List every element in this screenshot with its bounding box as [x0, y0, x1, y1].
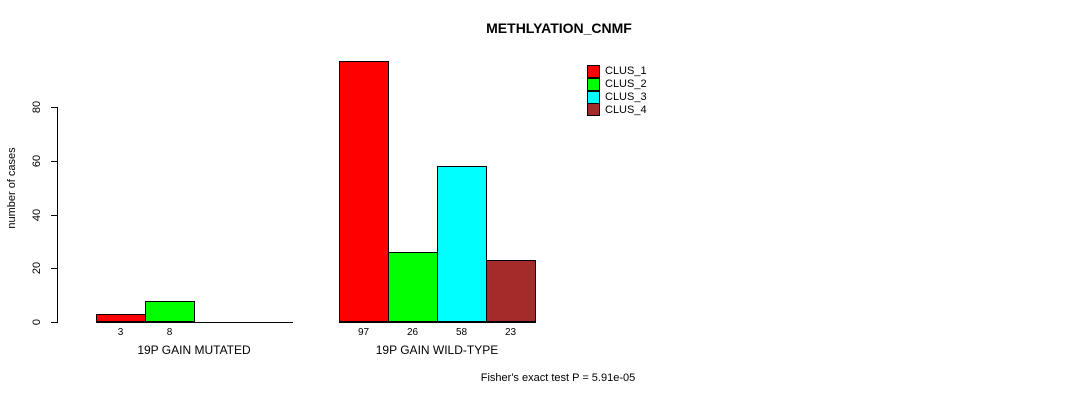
- legend-row: CLUS_3: [587, 90, 647, 104]
- legend-swatch-icon: [587, 90, 600, 104]
- bar-value-label: 23: [504, 327, 517, 338]
- bar-clus_2-group2: [388, 252, 438, 322]
- y-tick-mark: [51, 214, 58, 216]
- footnote-fishers-test: Fisher's exact test P = 5.91e-05: [480, 372, 636, 384]
- legend-label: CLUS_4: [605, 103, 647, 116]
- bar-value-label: 8: [166, 327, 173, 338]
- y-tick-label: 40: [31, 208, 43, 221]
- bar-clus_4-group2: [486, 260, 536, 322]
- y-tick-label: 20: [31, 262, 43, 275]
- legend-row: CLUS_2: [587, 77, 647, 91]
- bar-value-label: 3: [117, 327, 124, 338]
- legend-label: CLUS_1: [605, 65, 647, 78]
- y-tick-mark: [51, 322, 58, 323]
- bar-value-label: 58: [455, 327, 468, 338]
- legend-label: CLUS_3: [605, 90, 647, 103]
- y-tick-mark: [51, 107, 58, 108]
- y-tick-label: 0: [31, 318, 43, 326]
- legend-row: CLUS_4: [587, 103, 647, 117]
- bar-clus_2-group1: [145, 300, 195, 322]
- legend-swatch-icon: [587, 103, 600, 117]
- bar-clus_1-group1: [96, 313, 146, 322]
- group-baseline: [96, 322, 293, 323]
- group-baseline: [339, 322, 536, 323]
- y-tick-label: 80: [31, 100, 43, 114]
- y-tick-label: 60: [31, 154, 43, 167]
- legend-swatch-icon: [587, 64, 600, 78]
- bar-clus_3-group2: [437, 166, 487, 322]
- bar-value-label: 97: [357, 327, 370, 338]
- category-label: 19P GAIN WILD-TYPE: [375, 343, 499, 357]
- y-tick-mark: [51, 160, 58, 162]
- bar-value-label: 26: [406, 327, 419, 338]
- category-label: 19P GAIN MUTATED: [137, 343, 251, 357]
- chart-title: METHLYATION_CNMF: [486, 20, 632, 36]
- legend-swatch-icon: [587, 77, 600, 91]
- bar-clus_1-group2: [339, 61, 389, 322]
- legend-row: CLUS_1: [587, 64, 647, 78]
- legend-label: CLUS_2: [605, 78, 647, 91]
- y-tick-mark: [51, 268, 58, 270]
- y-axis-label: number of cases: [6, 147, 18, 229]
- legend: CLUS_1 CLUS_2 CLUS_3 CLUS_4: [587, 64, 647, 117]
